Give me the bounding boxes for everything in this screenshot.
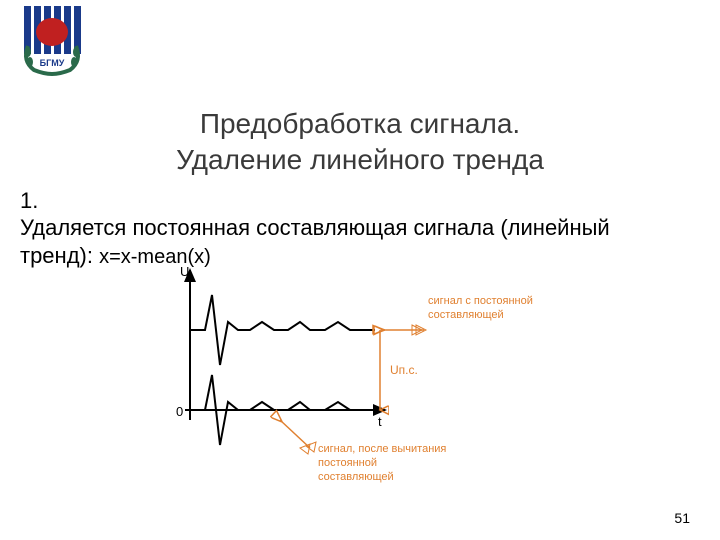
body-text: 1. Удаляется постоянная составляющая сиг… [20, 188, 680, 270]
y-axis-label: U [180, 264, 189, 279]
slide-title: Предобработка сигнала. [0, 108, 720, 140]
lower-label-3: составляющей [318, 471, 394, 483]
logo: БГМУ [14, 6, 94, 76]
upper-label-2: составляющей [428, 309, 504, 321]
lower-arrow [280, 420, 310, 448]
slide-subtitle: Удаление линейного тренда [0, 144, 720, 176]
logo-text: БГМУ [40, 58, 65, 68]
page-number: 51 [674, 510, 690, 526]
list-number: 1. [20, 188, 54, 214]
x-axis-label: t [378, 414, 382, 429]
upper-label-1: сигнал с постоянной [428, 295, 533, 307]
upper-signal [190, 295, 375, 365]
lower-label-2: постоянной [318, 457, 377, 469]
dc-offset-label: Uп.с. [390, 363, 418, 377]
origin-label: 0 [176, 404, 183, 419]
lower-label-1: сигнал, после вычитания [318, 443, 446, 455]
signal-diagram: U t 0 Uп.с. сигнал с постоянной составля… [150, 260, 550, 490]
